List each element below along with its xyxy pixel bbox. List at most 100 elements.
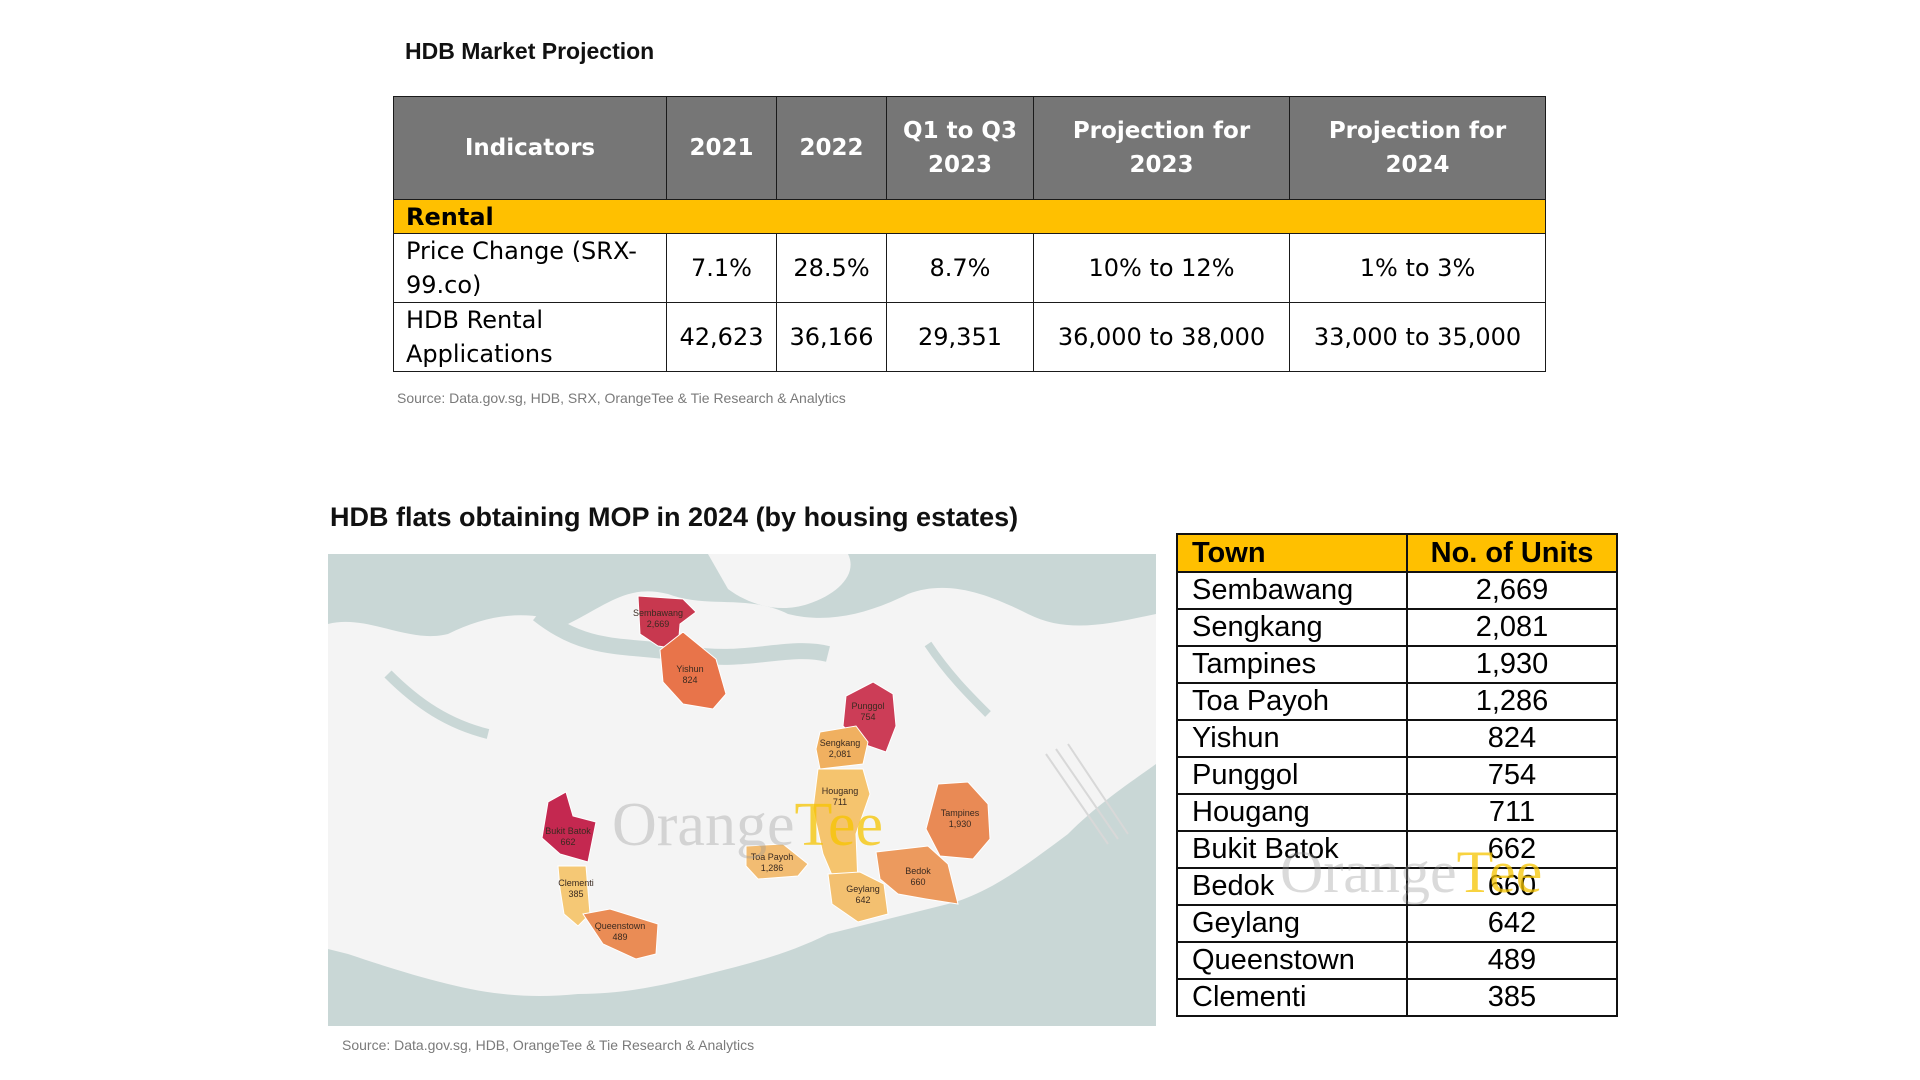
region-name-label: Hougang [822,786,859,796]
table-row: Clementi 385 [1176,978,1618,1017]
value-cell: 7.1% [666,233,777,303]
region-toa-payoh [745,843,809,880]
unit-count: 385 [1406,978,1618,1017]
header-2021: 2021 [666,96,777,200]
table-row: Queenstown 489 [1176,941,1618,980]
region-value-label: 2,669 [647,619,670,629]
table-row: Punggol 754 [1176,756,1618,795]
header-indicators: Indicators [393,96,667,200]
unit-count: 2,081 [1406,608,1618,647]
unit-count: 754 [1406,756,1618,795]
town-name: Hougang [1176,793,1408,832]
region-clementi [557,865,591,927]
region-name-label: Tampines [941,808,980,818]
region-value-label: 385 [568,889,583,899]
town-name: Yishun [1176,719,1408,758]
region-value-label: 1,930 [949,819,972,829]
region-name-label: Clementi [558,878,594,888]
region-name-label: Bukit Batok [545,826,591,836]
table-row: Toa Payoh 1,286 [1176,682,1618,721]
value-cell: 29,351 [886,302,1034,372]
projection-table: Indicators 2021 2022 Q1 to Q3 2023 Proje… [393,96,1546,372]
value-cell: 28.5% [776,233,887,303]
region-value-label: 660 [910,877,925,887]
strait-channel [924,641,991,717]
region-name-label: Bedok [905,866,931,876]
region-tampines [925,781,991,860]
value-cell: 33,000 to 35,000 [1289,302,1546,372]
projection-header-row: Indicators 2021 2022 Q1 to Q3 2023 Proje… [393,96,1546,200]
header-projection-2023: Projection for 2023 [1033,96,1290,200]
region-bukit-batok [541,791,597,863]
region-value-label: 662 [560,837,575,847]
region-value-label: 711 [833,797,847,807]
table-row: Yishun 824 [1176,719,1618,758]
section-row-rental: Rental [393,199,1546,234]
header-2022: 2022 [776,96,887,200]
region-name-label: Punggol [851,701,884,711]
mop-units-table: Town No. of Units Sembawang 2,669 Sengkang… [1176,533,1618,1017]
table-row: Sengkang 2,081 [1176,608,1618,647]
region-yishun [659,631,727,710]
region-value-label: 824 [682,675,697,685]
town-name: Sembawang [1176,571,1408,610]
region-bedok [875,845,959,905]
indicator-cell: HDB Rental Applications [393,302,667,372]
region-sengkang [815,725,869,770]
table-row: Bukit Batok 662 [1176,830,1618,869]
indicator-cell: Price Change (SRX-99.co) [393,233,667,303]
header-town: Town [1176,533,1408,573]
value-cell: 1% to 3% [1289,233,1546,303]
region-value-label: 2,081 [829,749,852,759]
town-name: Toa Payoh [1176,682,1408,721]
town-name: Geylang [1176,904,1408,943]
table-row: Tampines 1,930 [1176,645,1618,684]
value-cell: 8.7% [886,233,1034,303]
unit-count: 1,930 [1406,645,1618,684]
region-value-label: 1,286 [761,863,784,873]
value-cell: 36,166 [776,302,887,372]
region-queenstown [582,908,659,960]
header-q1-q3-2023: Q1 to Q3 2023 [886,96,1034,200]
mop-title: HDB flats obtaining MOP in 2024 (by hous… [330,502,1019,532]
unit-count: 824 [1406,719,1618,758]
table-row: Bedok 660 [1176,867,1618,906]
town-name: Punggol [1176,756,1408,795]
town-name: Sengkang [1176,608,1408,647]
unit-count: 2,669 [1406,571,1618,610]
region-name-label: Sembawang [633,608,683,618]
value-cell: 42,623 [666,302,777,372]
unit-count: 711 [1406,793,1618,832]
unit-count: 662 [1406,830,1618,869]
region-name-label: Sengkang [820,738,861,748]
region-value-label: 489 [612,932,627,942]
town-name: Queenstown [1176,941,1408,980]
projection-title: HDB Market Projection [405,38,655,64]
projection-source: Source: Data.gov.sg, HDB, SRX, OrangeTee… [397,390,846,406]
header-projection-2024: Projection for 2024 [1289,96,1546,200]
unit-count: 1,286 [1406,682,1618,721]
table-row: HDB Rental Applications 42,623 36,166 29… [393,302,1546,372]
strait-channel [384,670,490,739]
town-name: Clementi [1176,978,1408,1017]
region-name-label: Geylang [846,884,880,894]
town-name: Tampines [1176,645,1408,684]
unit-count: 489 [1406,941,1618,980]
unit-count: 660 [1406,867,1618,906]
table-row: Geylang 642 [1176,904,1618,943]
value-cell: 10% to 12% [1033,233,1290,303]
region-name-label: Toa Payoh [751,852,794,862]
town-name: Bedok [1176,867,1408,906]
land-north [708,554,851,609]
airport-runways [1045,743,1129,845]
mop-source: Source: Data.gov.sg, HDB, OrangeTee & Ti… [342,1037,755,1053]
table-row: Sembawang 2,669 [1176,571,1618,610]
town-header-row: Town No. of Units [1176,533,1618,573]
town-name: Bukit Batok [1176,830,1408,869]
table-row: Hougang 711 [1176,793,1618,832]
region-name-label: Yishun [676,664,703,674]
table-row: Price Change (SRX-99.co) 7.1% 28.5% 8.7%… [393,233,1546,303]
region-value-label: 642 [855,895,870,905]
